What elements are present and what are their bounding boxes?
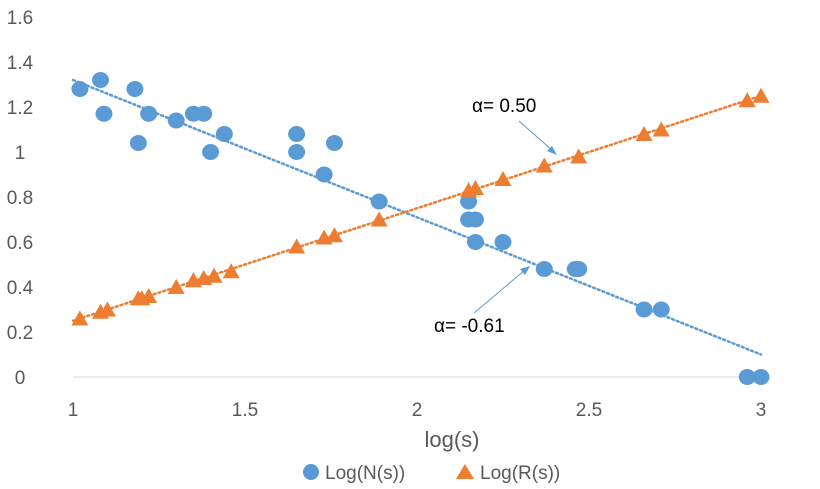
x-tick-label: 2.5 bbox=[576, 400, 602, 421]
data-point-circle bbox=[95, 105, 113, 122]
data-point-circle bbox=[466, 234, 484, 250]
data-point-triangle bbox=[466, 180, 484, 195]
data-point-triangle bbox=[288, 238, 306, 254]
data-point-circle bbox=[140, 105, 158, 122]
data-point-circle bbox=[370, 193, 388, 210]
data-point-triangle bbox=[98, 301, 116, 317]
data-point-triangle bbox=[370, 211, 388, 227]
data-point-circle bbox=[202, 144, 220, 160]
arrow-head-icon bbox=[547, 146, 557, 155]
arrow-head-icon bbox=[520, 266, 530, 275]
data-point-circle bbox=[126, 81, 144, 97]
x-tick-label: 2 bbox=[412, 400, 423, 421]
y-tick-label: 0.4 bbox=[7, 278, 34, 299]
data-point-triangle bbox=[570, 148, 588, 164]
data-point-circle bbox=[535, 261, 553, 277]
annotations: α= 0.50 α= -0.61 bbox=[434, 96, 557, 337]
data-point-circle bbox=[195, 105, 213, 122]
data-point-triangle bbox=[752, 87, 770, 103]
data-point-circle bbox=[652, 301, 670, 318]
x-tick-label: 1.5 bbox=[232, 400, 258, 421]
data-point-circle bbox=[752, 369, 770, 385]
y-tick-label: 0.2 bbox=[7, 323, 33, 344]
data-point-circle bbox=[315, 166, 333, 183]
x-tick-label: 3 bbox=[756, 400, 767, 421]
data-point-circle bbox=[494, 234, 512, 250]
y-tick-label: 1 bbox=[15, 143, 26, 164]
data-point-triangle bbox=[325, 227, 343, 243]
data-point-triangle bbox=[535, 157, 553, 173]
x-axis-ticks: 1 1.5 2 2.5 3 bbox=[68, 400, 767, 421]
data-point-circle bbox=[635, 301, 653, 318]
data-point-circle bbox=[215, 126, 233, 142]
data-point-circle bbox=[460, 193, 478, 210]
slope-annotation-blue: α= -0.61 bbox=[434, 316, 505, 337]
data-point-circle bbox=[570, 261, 588, 277]
data-point-triangle bbox=[222, 263, 240, 279]
data-point-circle bbox=[167, 112, 185, 129]
data-point-circle bbox=[325, 135, 343, 151]
data-point-circle bbox=[288, 144, 306, 160]
data-point-triangle bbox=[140, 288, 158, 303]
data-point-circle bbox=[92, 72, 110, 88]
y-tick-label: 0.8 bbox=[7, 188, 33, 209]
y-axis-ticks: 0 0.2 0.4 0.6 0.8 1 1.2 1.4 1.6 bbox=[7, 8, 34, 389]
legend-label-series-1: Log(N(s)) bbox=[325, 463, 405, 484]
x-tick-label: 1 bbox=[68, 400, 79, 421]
data-point-triangle bbox=[494, 171, 512, 186]
data-point-triangle bbox=[635, 126, 653, 141]
y-tick-label: 1.2 bbox=[7, 98, 33, 119]
data-points bbox=[71, 72, 770, 385]
data-point-circle bbox=[288, 126, 306, 142]
data-point-triangle bbox=[167, 279, 185, 294]
data-point-circle bbox=[129, 135, 147, 151]
legend-marker-circle-icon bbox=[303, 464, 319, 480]
data-point-triangle bbox=[71, 310, 89, 326]
legend-marker-triangle-icon bbox=[456, 464, 474, 479]
y-tick-label: 1.4 bbox=[7, 53, 34, 74]
legend: Log(N(s)) Log(R(s)) bbox=[303, 463, 560, 484]
x-axis-label: log(s) bbox=[424, 427, 479, 452]
data-point-circle bbox=[466, 211, 484, 228]
data-point-triangle bbox=[738, 92, 756, 108]
data-point-triangle bbox=[652, 121, 670, 137]
data-point-circle bbox=[738, 369, 756, 385]
slope-annotation-orange: α= 0.50 bbox=[472, 96, 536, 117]
y-tick-label: 0.6 bbox=[7, 233, 33, 254]
data-point-triangle bbox=[205, 267, 223, 283]
y-tick-label: 0 bbox=[15, 368, 26, 389]
slope-annotation-blue-arrow bbox=[473, 269, 526, 314]
data-point-circle bbox=[71, 81, 89, 97]
y-tick-label: 1.6 bbox=[7, 8, 33, 29]
legend-label-series-2: Log(R(s)) bbox=[480, 463, 560, 484]
slope-annotation-orange-arrow bbox=[518, 120, 554, 152]
